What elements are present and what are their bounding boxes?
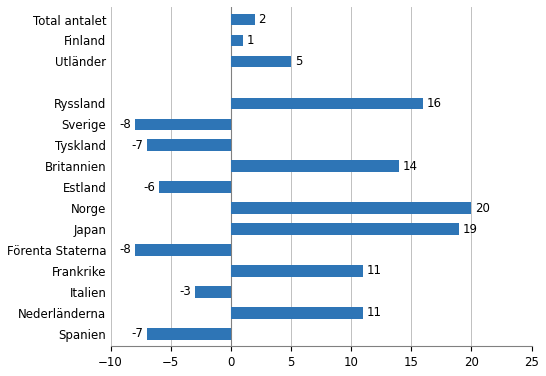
Bar: [195, 286, 231, 298]
Bar: [231, 161, 399, 172]
Bar: [231, 35, 243, 46]
Bar: [159, 181, 231, 193]
Bar: [231, 223, 459, 235]
Text: 16: 16: [427, 97, 442, 110]
Text: -8: -8: [120, 118, 131, 131]
Text: -6: -6: [143, 180, 155, 194]
Text: -7: -7: [131, 139, 143, 152]
Bar: [135, 244, 231, 256]
Bar: [147, 139, 231, 151]
Bar: [135, 118, 231, 130]
Text: -7: -7: [131, 327, 143, 340]
Text: 19: 19: [463, 223, 478, 235]
Bar: [231, 202, 472, 214]
Bar: [231, 265, 363, 277]
Text: -8: -8: [120, 244, 131, 256]
Text: 14: 14: [403, 160, 418, 173]
Text: -3: -3: [180, 285, 191, 299]
Bar: [231, 307, 363, 318]
Bar: [147, 328, 231, 340]
Text: 1: 1: [247, 34, 254, 47]
Text: 5: 5: [295, 55, 302, 68]
Text: 20: 20: [475, 202, 490, 215]
Bar: [231, 97, 423, 109]
Text: 2: 2: [259, 13, 266, 26]
Bar: [231, 14, 255, 25]
Text: 11: 11: [367, 306, 382, 319]
Bar: [231, 56, 291, 67]
Text: 11: 11: [367, 264, 382, 277]
